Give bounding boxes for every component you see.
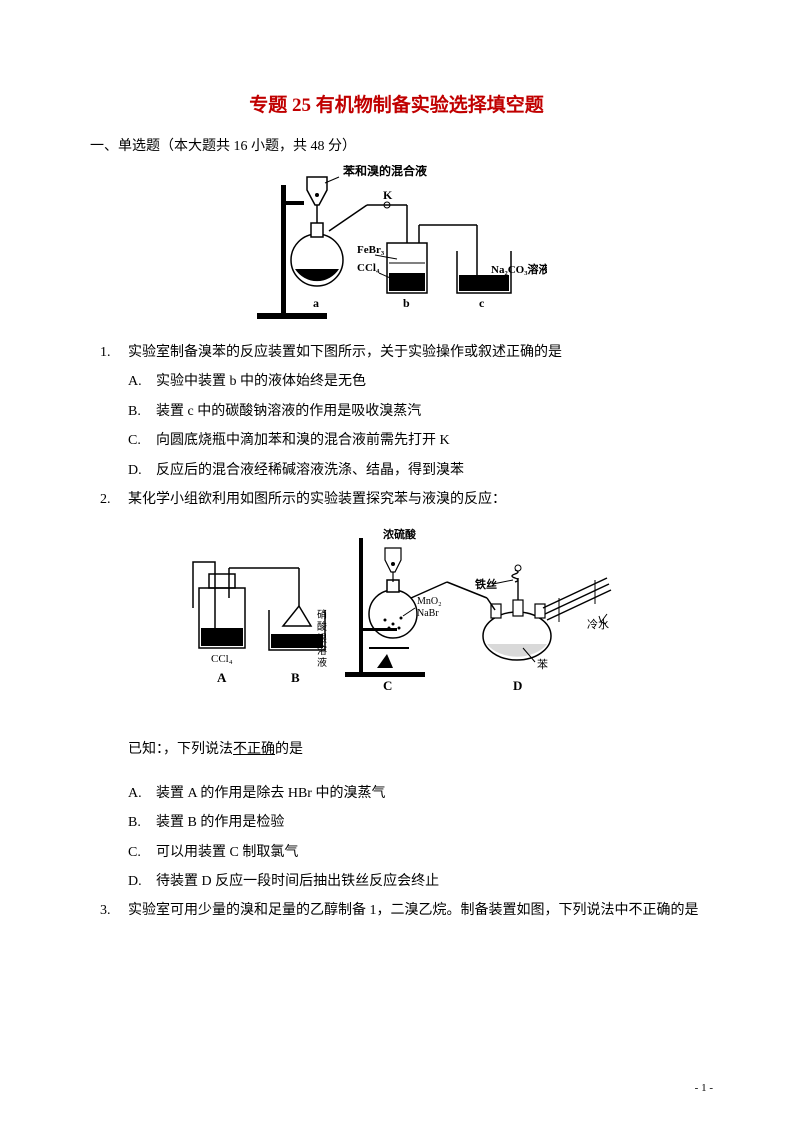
page-number: - 1 -	[695, 1082, 713, 1094]
q2-known-suffix: 的是	[275, 742, 303, 757]
fig1-ccl4: CCl₄	[357, 262, 380, 274]
fig1-c: c	[479, 296, 485, 310]
opt-let-a2: A.	[128, 779, 156, 808]
q2-stem: 某化学小组欲利用如图所示的实验装置探究苯与液溴的反应：	[128, 485, 703, 514]
fig1-a: a	[313, 296, 319, 310]
fig2-A: A	[217, 670, 227, 685]
fig1-b: b	[403, 296, 410, 310]
fig2-agno3-5: 液	[317, 656, 327, 669]
fig2-nabr: NaBr	[417, 608, 439, 619]
sh-mid: 小题，共	[248, 139, 311, 154]
opt-let-d2: D.	[128, 867, 156, 896]
q3-stem: 实验室可用少量的溴和足量的乙醇制备 1，二溴乙烷。制备装置如图，下列说法中不正确…	[128, 896, 703, 925]
q1-row: 1. 实验室制备溴苯的反应装置如下图所示，关于实验操作或叙述正确的是	[100, 338, 703, 367]
fig2-ccl4: CCl₄	[211, 653, 233, 665]
opt-let-a: A.	[128, 367, 156, 396]
q2-opt-b: B.装置 B 的作用是检验	[128, 808, 703, 837]
q2-opt-a: A.装置 A 的作用是除去 HBr 中的溴蒸气	[128, 779, 703, 808]
q2-b-text: 装置 B 的作用是检验	[156, 808, 703, 837]
sh-n1: 16	[234, 139, 248, 154]
fig2-h2so4: 浓硫酸	[383, 527, 417, 541]
fig2-cold: 冷水	[587, 618, 609, 631]
figure-1-svg: K 苯和溴的混合液 FeBr₃ CCl₄ Na₂CO₃溶液 a b c	[247, 165, 547, 325]
opt-let-c2: C.	[128, 838, 156, 867]
fig2-mno2: MnO₂	[417, 596, 442, 607]
q2-d-text: 待装置 D 反应一段时间后抽出铁丝反应会终止	[156, 867, 703, 896]
q2-known: 已知：，下列说法不正确的是	[128, 735, 703, 764]
opt-let-d: D.	[128, 456, 156, 485]
q3-row: 3. 实验室可用少量的溴和足量的乙醇制备 1，二溴乙烷。制备装置如图，下列说法中…	[100, 896, 703, 925]
q2-row: 2. 某化学小组欲利用如图所示的实验装置探究苯与液溴的反应：	[100, 485, 703, 514]
fig1-febr3: FeBr₃	[357, 244, 385, 256]
opt-let-c: C.	[128, 426, 156, 455]
q2-known-prefix: 已知：，下列说法	[128, 742, 233, 757]
sh-suffix: 分）	[325, 139, 357, 154]
section-head: 一、单选题（本大题共 16 小题，共 48 分）	[90, 135, 703, 155]
fig2-D: D	[513, 678, 522, 693]
q1-opt-c: C.向圆底烧瓶中滴加苯和溴的混合液前需先打开 K	[128, 426, 703, 455]
q1-num: 1.	[100, 338, 128, 367]
title-text: 专题 25 有机物制备实验选择填空题	[249, 95, 544, 116]
q2-opt-c: C.可以用装置 C 制取氯气	[128, 838, 703, 867]
sh-n2: 48	[311, 139, 325, 154]
fig1-na2co3: Na₂CO₃溶液	[491, 262, 547, 276]
q1-opt-a: A.实验中装置 b 中的液体始终是无色	[128, 367, 703, 396]
q1-a-text: 实验中装置 b 中的液体始终是无色	[156, 367, 703, 396]
q1-c-text: 向圆底烧瓶中滴加苯和溴的混合液前需先打开 K	[156, 426, 703, 455]
q1-d-text: 反应后的混合液经稀碱溶液洗涤、结晶，得到溴苯	[156, 456, 703, 485]
figure-2-wrap: CCl₄ A 硝 酸 银 溶 液 B 浓硫酸 MnO₂	[110, 518, 703, 713]
q2-c-text: 可以用装置 C 制取氯气	[156, 838, 703, 867]
fig2-agno3-4: 溶	[317, 644, 327, 657]
fig2-benzene: 苯	[537, 657, 548, 671]
fig2-C: C	[383, 678, 392, 693]
fig2-B: B	[291, 670, 300, 685]
q3-num: 3.	[100, 896, 128, 925]
q1-opt-b: B.装置 c 中的碳酸钠溶液的作用是吸收溴蒸汽	[128, 397, 703, 426]
q1-opt-d: D.反应后的混合液经稀碱溶液洗涤、结晶，得到溴苯	[128, 456, 703, 485]
opt-let-b: B.	[128, 397, 156, 426]
q2-opt-d: D.待装置 D 反应一段时间后抽出铁丝反应会终止	[128, 867, 703, 896]
figure-2-svg: CCl₄ A 硝 酸 银 溶 液 B 浓硫酸 MnO₂	[187, 518, 627, 708]
q2-a-text: 装置 A 的作用是除去 HBr 中的溴蒸气	[156, 779, 703, 808]
q1-b-text: 装置 c 中的碳酸钠溶液的作用是吸收溴蒸汽	[156, 397, 703, 426]
figure-1-wrap: K 苯和溴的混合液 FeBr₃ CCl₄ Na₂CO₃溶液 a b c	[90, 165, 703, 330]
fig1-k: K	[383, 188, 393, 202]
fig2-agno3-3: 银	[317, 632, 327, 645]
fig2-agno3-2: 酸	[317, 620, 327, 633]
fig1-mix: 苯和溴的混合液	[342, 165, 427, 178]
opt-let-b2: B.	[128, 808, 156, 837]
fig2-agno3-1: 硝	[317, 608, 327, 621]
q2-num: 2.	[100, 485, 128, 514]
q2-known-underline: 不正确	[233, 742, 275, 757]
sh-prefix: 一、单选题（本大题共	[90, 139, 234, 154]
page-title: 专题 25 有机物制备实验选择填空题	[90, 90, 703, 117]
q1-stem: 实验室制备溴苯的反应装置如下图所示，关于实验操作或叙述正确的是	[128, 338, 703, 367]
